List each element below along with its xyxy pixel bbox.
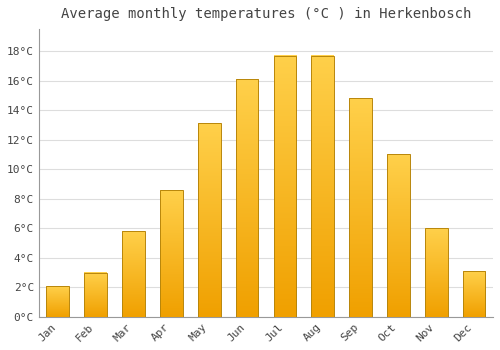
- Bar: [349, 98, 372, 317]
- Bar: [46, 286, 69, 317]
- Bar: [160, 190, 182, 317]
- Bar: [312, 56, 334, 317]
- Bar: [198, 124, 220, 317]
- Bar: [122, 231, 145, 317]
- Bar: [425, 228, 448, 317]
- Bar: [274, 56, 296, 317]
- Title: Average monthly temperatures (°C ) in Herkenbosch: Average monthly temperatures (°C ) in He…: [60, 7, 471, 21]
- Bar: [236, 79, 258, 317]
- Bar: [84, 273, 107, 317]
- Bar: [387, 154, 410, 317]
- Bar: [463, 271, 485, 317]
